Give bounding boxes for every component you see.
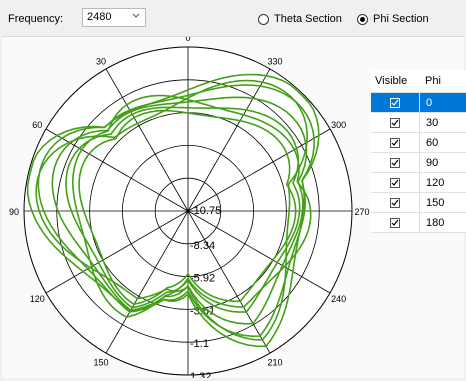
radial-label: -1.1: [190, 338, 209, 350]
polar-spoke: [105, 68, 189, 212]
phi-cell: 180: [419, 213, 444, 232]
angle-label: 120: [30, 294, 45, 304]
checkbox-checked-icon[interactable]: [390, 177, 400, 188]
radial-label: -8.34: [190, 240, 215, 252]
radio-theta-label: Theta Section: [274, 13, 342, 25]
polar-plot: 0306090120150180210240270300330-10.75-8.…: [9, 33, 370, 381]
table-row[interactable]: 120: [371, 173, 466, 193]
chevron-down-icon: [132, 13, 140, 18]
angle-label: 330: [267, 56, 282, 66]
pattern-trace-phi-150: [35, 79, 309, 341]
table-row[interactable]: 150: [371, 193, 466, 213]
table-row[interactable]: 180: [371, 213, 466, 233]
angle-label: 270: [354, 207, 369, 217]
table-row[interactable]: 0: [371, 93, 466, 113]
checkbox-checked-icon[interactable]: [390, 137, 400, 148]
angle-label: 30: [96, 56, 106, 66]
radio-phi-label: Phi Section: [373, 13, 429, 25]
pattern-trace-phi-180: [71, 94, 312, 319]
checkbox-checked-icon[interactable]: [390, 97, 400, 108]
radial-label: 1.32: [190, 371, 211, 378]
phi-cell: 120: [419, 173, 444, 192]
angle-label: 60: [32, 120, 42, 130]
frequency-label: Frequency:: [8, 13, 64, 25]
angle-label: 300: [331, 120, 346, 130]
phi-cell: 150: [419, 193, 444, 212]
pattern-trace-phi-60: [65, 106, 301, 313]
polar-spoke: [187, 210, 271, 354]
pattern-trace-phi-0: [37, 84, 315, 338]
phi-cell: 0: [419, 93, 432, 112]
visible-cell: [371, 97, 419, 108]
radio-theta-section[interactable]: Theta Section: [258, 12, 342, 26]
table-row[interactable]: 60: [371, 133, 466, 153]
angle-label: 150: [93, 358, 108, 368]
polar-spoke: [187, 210, 331, 294]
toolbar: Frequency: 2480 Theta Section Phi Sectio…: [0, 0, 466, 36]
header-phi: Phi: [425, 75, 441, 87]
pattern-trace-phi-90: [26, 73, 320, 348]
frequency-value: 2480: [87, 11, 112, 23]
header-visible: Visible: [375, 75, 408, 87]
table-row[interactable]: 30: [371, 113, 466, 133]
table-header: Visible Phi: [371, 70, 466, 93]
visible-cell: [371, 197, 419, 208]
phi-cell: 30: [419, 113, 438, 132]
polar-spoke: [187, 68, 271, 212]
phi-cell: 60: [419, 133, 438, 152]
checkbox-checked-icon[interactable]: [390, 217, 400, 228]
frequency-select[interactable]: 2480: [82, 8, 146, 27]
radial-label: -10.75: [190, 205, 221, 217]
table-body: 0 30 60 90 120 150 180: [371, 93, 466, 233]
pattern-trace-phi-120: [78, 109, 297, 306]
visible-cell: [371, 157, 419, 168]
radio-phi-circle[interactable]: [357, 13, 368, 25]
visible-cell: [371, 217, 419, 228]
table-row[interactable]: 90: [371, 153, 466, 173]
checkbox-checked-icon[interactable]: [390, 197, 400, 208]
radio-phi-section[interactable]: Phi Section: [357, 12, 429, 26]
visible-cell: [371, 117, 419, 128]
visible-cell: [371, 177, 419, 188]
checkbox-checked-icon[interactable]: [390, 117, 400, 128]
radial-label: -5.92: [190, 273, 215, 285]
visible-cell: [371, 137, 419, 148]
angle-label: 240: [331, 294, 346, 304]
radio-theta-circle[interactable]: [258, 13, 269, 25]
polar-spoke: [45, 210, 189, 294]
phi-table: Visible Phi 0 30 60 90 120 150 180: [371, 70, 466, 233]
phi-cell: 90: [419, 153, 438, 172]
checkbox-checked-icon[interactable]: [390, 157, 400, 168]
polar-spoke: [105, 210, 189, 354]
angle-label: 210: [267, 358, 282, 368]
angle-label: 0: [185, 37, 190, 43]
angle-label: 90: [9, 207, 19, 217]
